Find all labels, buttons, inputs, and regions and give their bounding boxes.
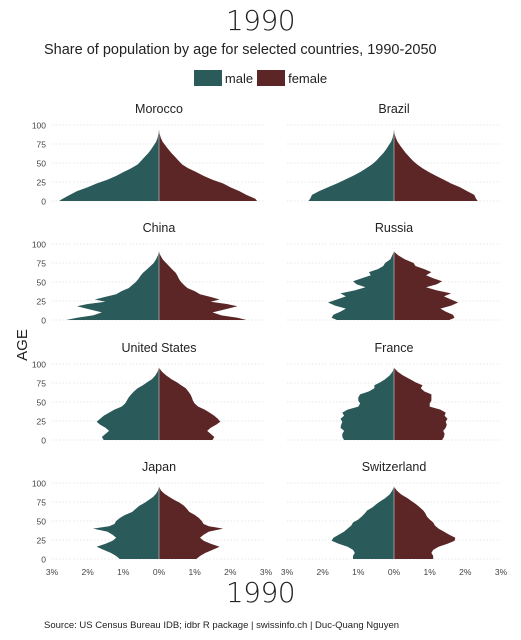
panel-title-morocco: Morocco bbox=[135, 102, 183, 116]
legend-label-female: female bbox=[288, 70, 328, 86]
x-tick-label: 0% bbox=[153, 567, 166, 577]
y-tick-label: 100 bbox=[32, 479, 46, 489]
panel-title-switzerland: Switzerland bbox=[362, 460, 427, 474]
x-tick-label: 2% bbox=[317, 567, 330, 577]
female-area-japan bbox=[159, 486, 224, 559]
panel-title-france: France bbox=[375, 341, 414, 355]
y-tick-label: 50 bbox=[37, 398, 47, 408]
y-tick-label: 100 bbox=[32, 240, 46, 250]
female-area-france bbox=[394, 367, 448, 440]
y-tick-label: 25 bbox=[37, 417, 47, 427]
y-tick-label: 75 bbox=[37, 140, 47, 150]
x-tick-label: 3% bbox=[495, 567, 508, 577]
panel-title-russia: Russia bbox=[375, 221, 413, 235]
legend: male female bbox=[0, 70, 521, 86]
legend-label-male: male bbox=[224, 70, 254, 86]
female-area-united-states bbox=[159, 367, 221, 440]
legend-item-male: male bbox=[193, 70, 254, 86]
female-area-switzerland bbox=[394, 486, 456, 559]
x-tick-label: 0% bbox=[388, 567, 401, 577]
x-tick-label: 3% bbox=[46, 567, 59, 577]
panel-title-brazil: Brazil bbox=[378, 102, 409, 116]
y-tick-label: 50 bbox=[37, 159, 47, 169]
year-label: 1990 bbox=[225, 576, 296, 609]
female-area-china bbox=[159, 251, 247, 320]
male-area-brazil bbox=[308, 130, 394, 201]
y-tick-label: 0 bbox=[41, 197, 46, 207]
x-tick-label: 3% bbox=[260, 567, 273, 577]
y-axis-label: AGE bbox=[14, 329, 31, 361]
legend-item-female: female bbox=[257, 70, 327, 86]
x-tick-label: 2% bbox=[459, 567, 472, 577]
male-area-russia bbox=[328, 251, 394, 320]
source-caption: Source: US Census Bureau IDB; idbr R pac… bbox=[44, 620, 400, 631]
y-tick-label: 75 bbox=[37, 498, 47, 508]
y-tick-label: 0 bbox=[41, 316, 46, 326]
y-tick-label: 25 bbox=[37, 536, 47, 546]
female-area-russia bbox=[394, 251, 459, 320]
y-tick-label: 75 bbox=[37, 379, 47, 389]
y-tick-label: 100 bbox=[32, 360, 46, 370]
panel-title-united-states: United States bbox=[121, 341, 196, 355]
female-area-morocco bbox=[159, 130, 258, 201]
panel-title-china: China bbox=[143, 221, 176, 235]
x-tick-label: 1% bbox=[352, 567, 365, 577]
legend-swatch-female bbox=[257, 70, 286, 86]
chart-subtitle: Share of population by age for selected … bbox=[44, 42, 437, 58]
y-tick-label: 0 bbox=[41, 555, 46, 565]
male-area-switzerland bbox=[331, 486, 394, 559]
y-tick-label: 0 bbox=[41, 436, 46, 446]
x-tick-label: 1% bbox=[189, 567, 202, 577]
male-area-france bbox=[340, 367, 394, 440]
y-tick-label: 50 bbox=[37, 278, 47, 288]
female-area-brazil bbox=[394, 130, 478, 201]
male-area-japan bbox=[93, 486, 159, 559]
male-area-morocco bbox=[59, 130, 159, 201]
x-tick-label: 1% bbox=[424, 567, 437, 577]
y-tick-label: 75 bbox=[37, 259, 47, 269]
x-tick-label: 1% bbox=[117, 567, 130, 577]
y-tick-label: 25 bbox=[37, 297, 47, 307]
legend-swatch-male bbox=[193, 70, 222, 86]
x-tick-label: 3% bbox=[281, 567, 294, 577]
x-tick-label: 2% bbox=[224, 567, 237, 577]
y-tick-label: 50 bbox=[37, 517, 47, 527]
chart-title: 1990 bbox=[225, 4, 296, 37]
y-tick-label: 100 bbox=[32, 121, 46, 131]
male-area-china bbox=[66, 251, 159, 320]
male-area-united-states bbox=[96, 367, 159, 440]
x-tick-label: 2% bbox=[82, 567, 95, 577]
panel-title-japan: Japan bbox=[142, 460, 176, 474]
y-tick-label: 25 bbox=[37, 178, 47, 188]
